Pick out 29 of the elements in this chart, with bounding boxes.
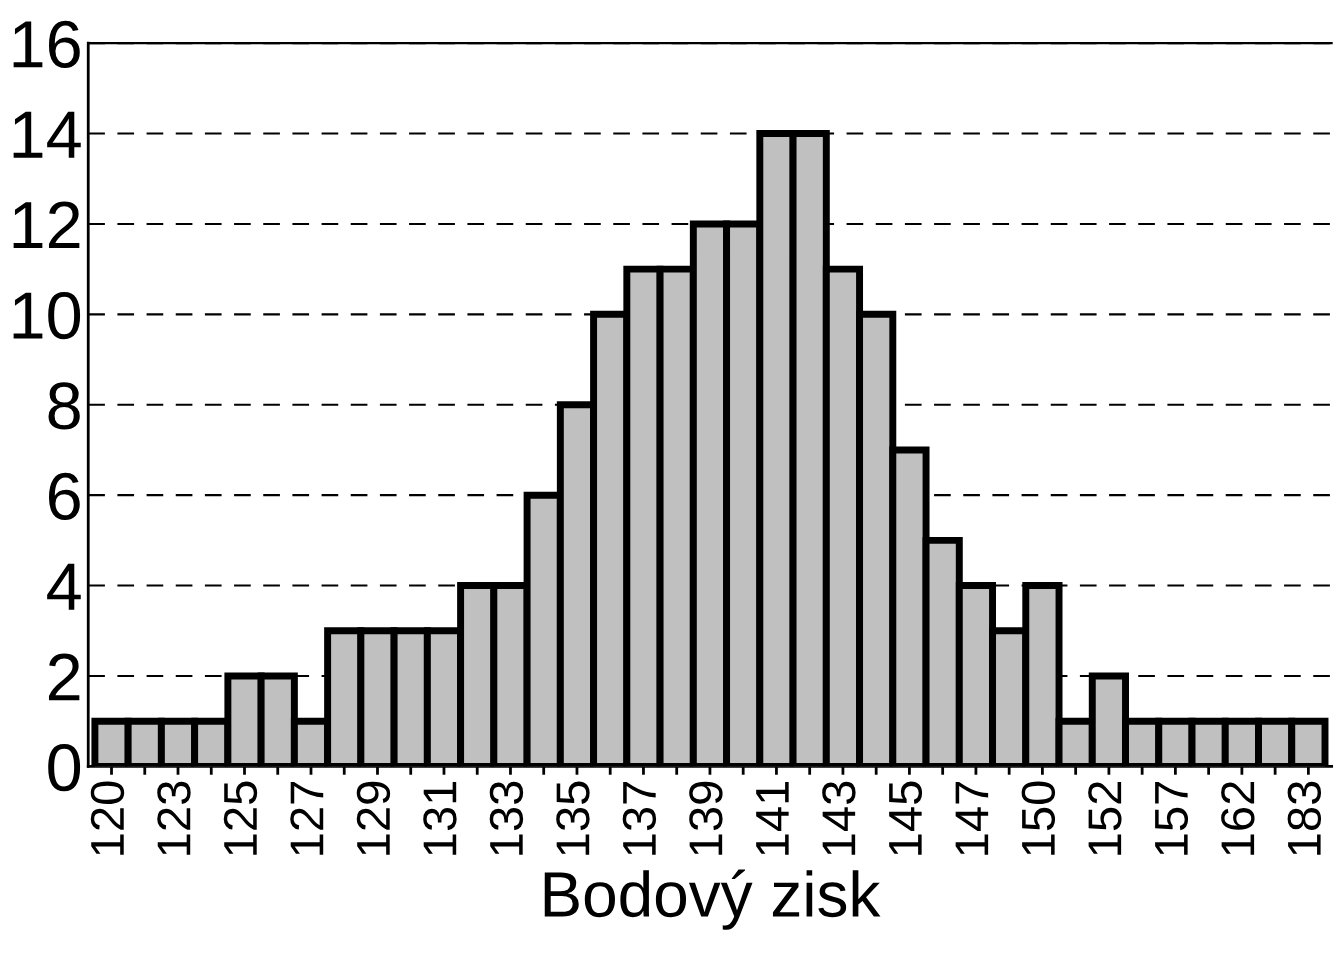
x-tick-label: 143 bbox=[822, 781, 856, 855]
x-tick-label: 145 bbox=[889, 781, 923, 855]
x-tick-label: 162 bbox=[1221, 781, 1255, 855]
x-tick-label: 123 bbox=[157, 781, 191, 855]
y-tick-label: 4 bbox=[47, 563, 81, 610]
x-tick-label: 183 bbox=[1287, 781, 1322, 855]
x-tick-label: 131 bbox=[423, 781, 457, 855]
y-tick-label: 14 bbox=[13, 111, 81, 158]
x-tick-label: 133 bbox=[489, 781, 524, 855]
y-tick-label: 10 bbox=[13, 291, 81, 340]
x-tick-label: 157 bbox=[1155, 781, 1189, 855]
x-tick-label: 129 bbox=[356, 781, 391, 855]
x-tick-label: 139 bbox=[689, 781, 723, 855]
y-tick-label: 16 bbox=[13, 20, 80, 68]
y-tick-label: 0 bbox=[48, 744, 81, 792]
x-tick-label: 137 bbox=[622, 781, 657, 855]
y-tick-label: 12 bbox=[13, 201, 80, 249]
x-tick-label: 120 bbox=[90, 781, 125, 855]
x-tick-label: 125 bbox=[223, 781, 258, 855]
y-tick-label: 6 bbox=[49, 472, 80, 520]
x-tick-label: 127 bbox=[290, 781, 324, 855]
x-tick-label: 147 bbox=[955, 781, 989, 855]
y-tick-label: 2 bbox=[48, 653, 80, 701]
y-tick-label: 8 bbox=[48, 382, 80, 430]
x-tick-label: 141 bbox=[756, 781, 789, 855]
x-tick-label: 152 bbox=[1088, 781, 1122, 855]
x-tick-label: 150 bbox=[1021, 781, 1056, 855]
x-axis-title: Bodový zisk bbox=[544, 869, 881, 930]
x-tick-label: 135 bbox=[556, 781, 590, 855]
